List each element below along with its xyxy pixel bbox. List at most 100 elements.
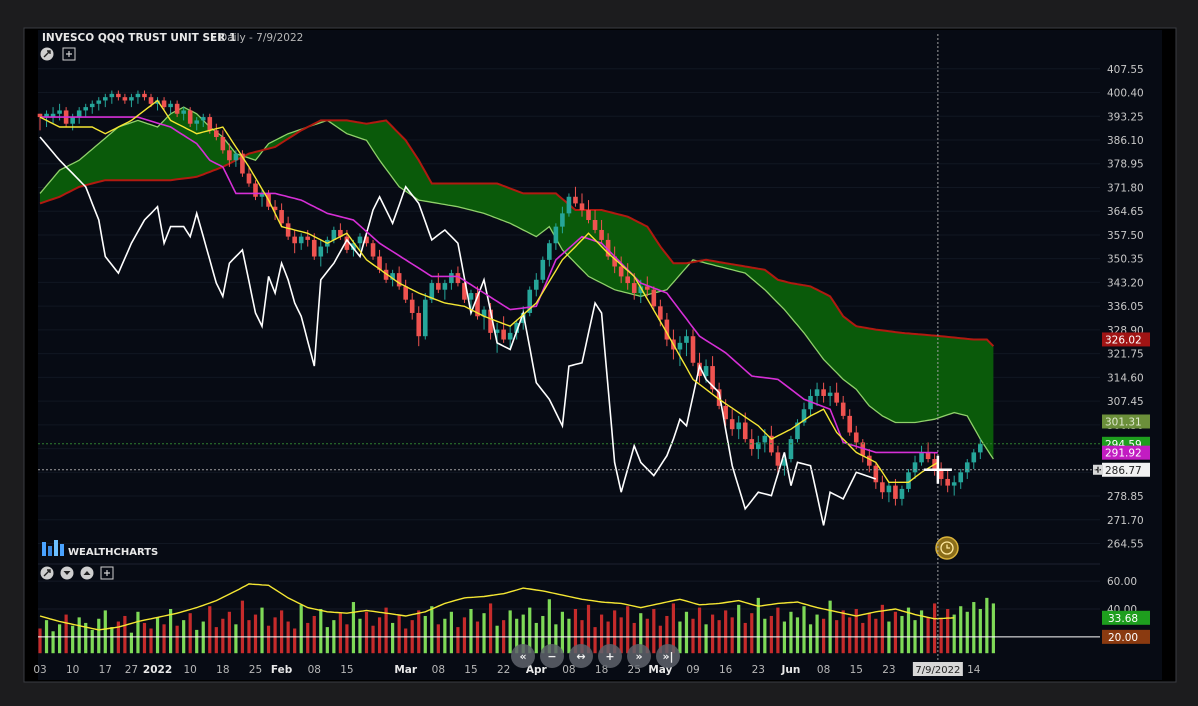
candle[interactable] xyxy=(135,90,141,104)
volume-bar[interactable] xyxy=(900,615,904,654)
volume-bar[interactable] xyxy=(364,611,369,654)
candle[interactable] xyxy=(298,233,304,250)
volume-bar[interactable] xyxy=(221,618,225,654)
candle[interactable] xyxy=(853,425,859,450)
candle[interactable] xyxy=(912,455,918,479)
volume-bar[interactable] xyxy=(541,615,545,654)
volume-bar[interactable] xyxy=(417,610,421,654)
volume-bar[interactable] xyxy=(495,625,499,654)
move-down-icon[interactable] xyxy=(60,566,74,580)
volume-bar[interactable] xyxy=(110,627,114,654)
volume-bar[interactable] xyxy=(430,606,434,654)
volume-bar[interactable] xyxy=(626,606,630,654)
candle[interactable] xyxy=(893,478,898,506)
volume-bar[interactable] xyxy=(273,617,277,654)
candle[interactable] xyxy=(109,90,115,104)
candle[interactable] xyxy=(246,166,252,187)
candle[interactable] xyxy=(547,239,552,267)
candle[interactable] xyxy=(618,256,624,284)
volume-bar[interactable] xyxy=(743,622,747,654)
volume-bar[interactable] xyxy=(208,606,212,654)
volume-bar[interactable] xyxy=(90,629,94,654)
candle[interactable] xyxy=(729,409,735,436)
volume-bar[interactable] xyxy=(776,607,780,654)
volume-bar[interactable] xyxy=(763,618,767,654)
volume-bar[interactable] xyxy=(606,621,610,654)
candle[interactable] xyxy=(945,469,950,493)
volume-bar[interactable] xyxy=(528,607,532,654)
candle[interactable] xyxy=(814,382,820,406)
collapse-icon[interactable] xyxy=(40,47,54,61)
candle[interactable] xyxy=(919,445,924,466)
volume-bar[interactable] xyxy=(469,609,473,654)
candle[interactable] xyxy=(83,103,89,118)
volume-bar[interactable] xyxy=(919,610,924,654)
candle[interactable] xyxy=(964,459,970,479)
volume-bar[interactable] xyxy=(978,609,982,654)
volume-panel-controls[interactable] xyxy=(40,566,114,580)
volume-bar[interactable] xyxy=(854,609,858,654)
volume-bar[interactable] xyxy=(391,622,395,654)
candle[interactable] xyxy=(684,329,689,357)
volume-bar[interactable] xyxy=(965,611,969,654)
volume-bar[interactable] xyxy=(887,621,891,654)
volume-bar[interactable] xyxy=(123,615,127,654)
volume-bar[interactable] xyxy=(645,618,649,654)
volume-bar[interactable] xyxy=(286,621,290,654)
volume-bar[interactable] xyxy=(103,610,107,654)
candle[interactable] xyxy=(253,180,258,201)
volume-bar[interactable] xyxy=(129,632,134,654)
candle[interactable] xyxy=(449,269,454,290)
candle[interactable] xyxy=(116,90,121,101)
candle[interactable] xyxy=(958,469,964,489)
candle[interactable] xyxy=(501,316,506,343)
candle[interactable] xyxy=(533,273,539,297)
candle[interactable] xyxy=(214,123,219,141)
candle[interactable] xyxy=(599,220,604,244)
volume-bar[interactable] xyxy=(893,611,898,654)
candle[interactable] xyxy=(788,435,794,463)
volume-bar[interactable] xyxy=(319,609,323,654)
candle[interactable] xyxy=(971,449,977,469)
candle[interactable] xyxy=(651,286,657,310)
volume-bar[interactable] xyxy=(51,631,55,654)
volume-bar[interactable] xyxy=(730,617,734,654)
candle[interactable] xyxy=(801,402,807,426)
volume-bar[interactable] xyxy=(280,610,284,654)
volume-bar[interactable] xyxy=(299,604,303,654)
volume-bar[interactable] xyxy=(521,614,525,654)
candle[interactable] xyxy=(220,130,226,154)
candle[interactable] xyxy=(540,256,546,284)
volume-bar[interactable] xyxy=(188,613,192,654)
volume-bar[interactable] xyxy=(84,622,88,654)
candle[interactable] xyxy=(233,150,239,167)
volume-bar[interactable] xyxy=(116,621,120,654)
volume-bar[interactable] xyxy=(710,614,715,654)
volume-bar[interactable] xyxy=(547,599,551,654)
volume-bar[interactable] xyxy=(985,597,989,654)
volume-bar[interactable] xyxy=(724,610,728,654)
volume-bar[interactable] xyxy=(652,609,656,654)
time-axis[interactable]: 03 10 17 27 2022 10 18 25 Feb 08 15 Mar 08 15 22 Apr 08 1… xyxy=(33,662,981,676)
volume-bar[interactable] xyxy=(234,624,238,654)
volume-bar[interactable] xyxy=(227,611,231,654)
candle[interactable] xyxy=(566,193,572,217)
candle[interactable] xyxy=(103,93,108,108)
volume-bar[interactable] xyxy=(933,603,937,654)
volume-bar[interactable] xyxy=(684,611,689,654)
scroll-left-button[interactable]: « xyxy=(511,644,535,668)
volume-bar[interactable] xyxy=(946,609,950,654)
volume-bar[interactable] xyxy=(214,627,218,654)
volume-bar[interactable] xyxy=(808,624,813,654)
candle[interactable] xyxy=(664,312,670,347)
go-to-end-button[interactable]: »| xyxy=(656,644,680,668)
candle[interactable] xyxy=(403,279,408,303)
volume-bar[interactable] xyxy=(828,600,832,654)
candle[interactable] xyxy=(736,415,742,440)
candle[interactable] xyxy=(840,395,846,420)
candle[interactable] xyxy=(318,239,324,267)
candle[interactable] xyxy=(579,193,585,217)
candle[interactable] xyxy=(775,445,781,473)
zoom-in-button[interactable]: + xyxy=(598,644,622,668)
volume-bar[interactable] xyxy=(149,628,153,654)
